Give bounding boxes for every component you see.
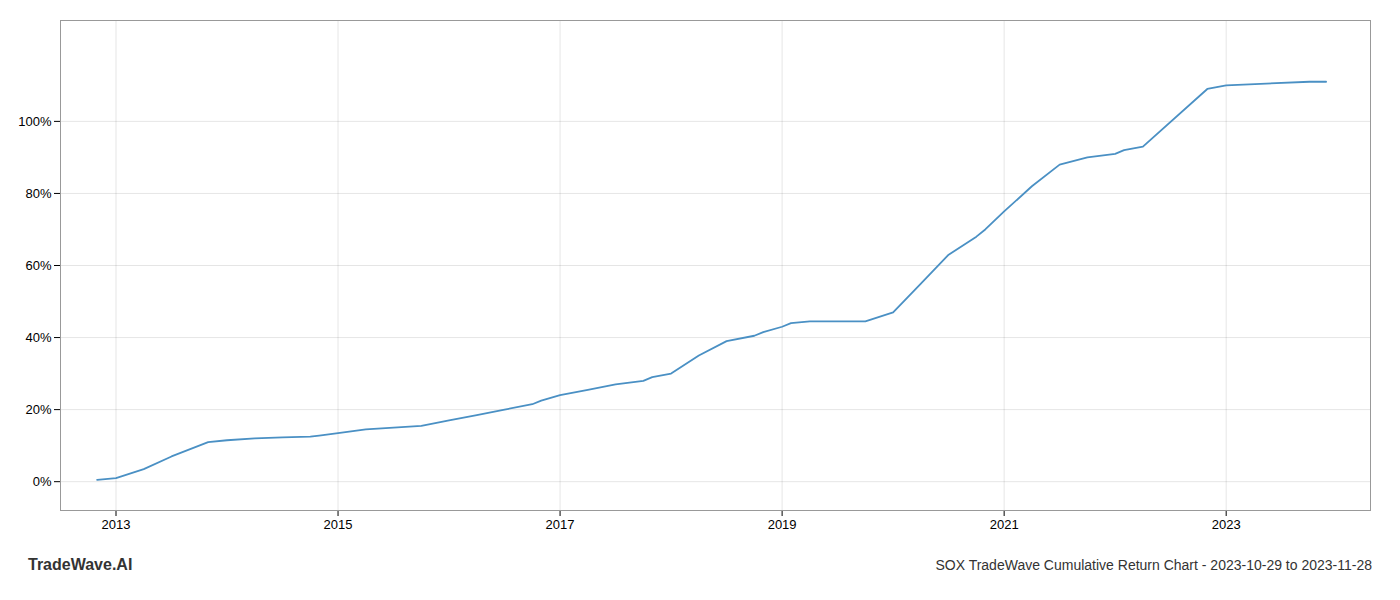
svg-text:2013: 2013 bbox=[102, 517, 131, 532]
html-text:TradeWave.AI: TradeWave.AI bbox=[28, 556, 133, 573]
svg-text:2019: 2019 bbox=[768, 517, 797, 532]
svg-text:2021: 2021 bbox=[990, 517, 1019, 532]
svg-text:40%: 40% bbox=[25, 330, 51, 345]
svg-text:2017: 2017 bbox=[546, 517, 575, 532]
svg-text:80%: 80% bbox=[25, 186, 51, 201]
svg-text:0%: 0% bbox=[33, 474, 52, 489]
svg-text:2023: 2023 bbox=[1212, 517, 1241, 532]
svg-text:60%: 60% bbox=[25, 258, 51, 273]
svg-text:2015: 2015 bbox=[324, 517, 353, 532]
svg-text:20%: 20% bbox=[25, 402, 51, 417]
html-text:SOX TradeWave Cumulative Retur: SOX TradeWave Cumulative Return Chart - … bbox=[935, 557, 1372, 573]
svg-text:100%: 100% bbox=[18, 114, 52, 129]
